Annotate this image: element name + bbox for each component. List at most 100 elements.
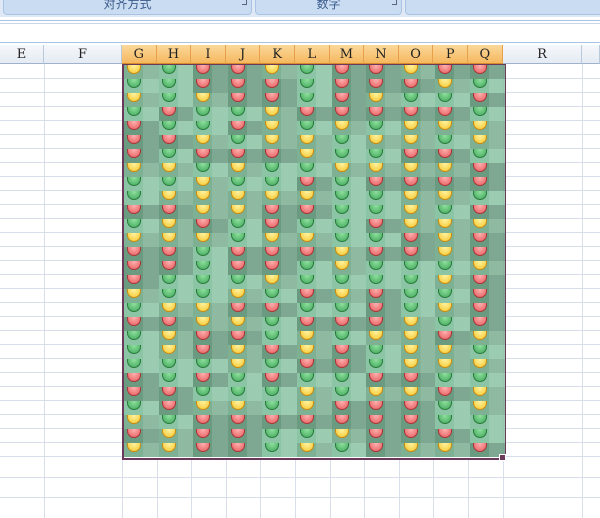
cell-q-1[interactable]: [470, 65, 506, 79]
cell-p-20[interactable]: [435, 331, 471, 345]
cell-i-16[interactable]: [193, 275, 229, 289]
cell-j-3[interactable]: [227, 93, 263, 107]
cell-h-12[interactable]: [158, 219, 194, 233]
cell-o-9[interactable]: [400, 177, 436, 191]
cell-l-15[interactable]: [297, 261, 333, 275]
cell-m-5[interactable]: [331, 121, 367, 135]
cell-l-24[interactable]: [297, 387, 333, 401]
cell-h-22[interactable]: [158, 359, 194, 373]
cell-l-23[interactable]: [297, 373, 333, 387]
cell-g-26[interactable]: [124, 415, 160, 429]
cell-j-18[interactable]: [227, 303, 263, 317]
cell-n-14[interactable]: [366, 247, 402, 261]
cell-m-12[interactable]: [331, 219, 367, 233]
cell-q-20[interactable]: [470, 331, 506, 345]
cell-l-13[interactable]: [297, 233, 333, 247]
cell-j-9[interactable]: [227, 177, 263, 191]
cell-j-11[interactable]: [227, 205, 263, 219]
cell-p-22[interactable]: [435, 359, 471, 373]
cell-n-13[interactable]: [366, 233, 402, 247]
cell-k-26[interactable]: [262, 415, 298, 429]
cell-m-22[interactable]: [331, 359, 367, 373]
cell-m-4[interactable]: [331, 107, 367, 121]
cell-l-7[interactable]: [297, 149, 333, 163]
cell-p-3[interactable]: [435, 93, 471, 107]
cell-j-24[interactable]: [227, 387, 263, 401]
cell-i-26[interactable]: [193, 415, 229, 429]
cell-l-4[interactable]: [297, 107, 333, 121]
cell-p-8[interactable]: [435, 163, 471, 177]
cell-i-4[interactable]: [193, 107, 229, 121]
cell-l-5[interactable]: [297, 121, 333, 135]
column-header[interactable]: [582, 45, 600, 64]
cell-m-24[interactable]: [331, 387, 367, 401]
cell-q-19[interactable]: [470, 317, 506, 331]
cell-n-7[interactable]: [366, 149, 402, 163]
cell-k-6[interactable]: [262, 135, 298, 149]
cell-j-2[interactable]: [227, 79, 263, 93]
cell-p-4[interactable]: [435, 107, 471, 121]
cell-l-3[interactable]: [297, 93, 333, 107]
cell-h-28[interactable]: [158, 443, 194, 457]
cell-o-20[interactable]: [400, 331, 436, 345]
cell-p-27[interactable]: [435, 429, 471, 443]
cell-i-22[interactable]: [193, 359, 229, 373]
cell-h-2[interactable]: [158, 79, 194, 93]
cell-l-18[interactable]: [297, 303, 333, 317]
cell-o-16[interactable]: [400, 275, 436, 289]
cell-g-6[interactable]: [124, 135, 160, 149]
cell-g-23[interactable]: [124, 373, 160, 387]
cell-p-6[interactable]: [435, 135, 471, 149]
cell-g-4[interactable]: [124, 107, 160, 121]
cell-n-4[interactable]: [366, 107, 402, 121]
cell-p-24[interactable]: [435, 387, 471, 401]
cell-n-9[interactable]: [366, 177, 402, 191]
cell-h-19[interactable]: [158, 317, 194, 331]
cell-q-6[interactable]: [470, 135, 506, 149]
cell-m-2[interactable]: [331, 79, 367, 93]
cell-g-14[interactable]: [124, 247, 160, 261]
cell-q-2[interactable]: [470, 79, 506, 93]
cell-g-10[interactable]: [124, 191, 160, 205]
cell-i-2[interactable]: [193, 79, 229, 93]
cell-p-13[interactable]: [435, 233, 471, 247]
cell-m-9[interactable]: [331, 177, 367, 191]
cell-j-4[interactable]: [227, 107, 263, 121]
cell-j-20[interactable]: [227, 331, 263, 345]
cell-n-19[interactable]: [366, 317, 402, 331]
cell-l-19[interactable]: [297, 317, 333, 331]
cell-i-21[interactable]: [193, 345, 229, 359]
cell-h-15[interactable]: [158, 261, 194, 275]
cell-o-6[interactable]: [400, 135, 436, 149]
cell-m-20[interactable]: [331, 331, 367, 345]
cell-n-24[interactable]: [366, 387, 402, 401]
column-header-m[interactable]: M: [329, 45, 365, 64]
fill-handle[interactable]: [499, 454, 506, 461]
cell-k-17[interactable]: [262, 289, 298, 303]
cell-n-11[interactable]: [366, 205, 402, 219]
cell-i-13[interactable]: [193, 233, 229, 247]
cell-j-17[interactable]: [227, 289, 263, 303]
cell-o-1[interactable]: [400, 65, 436, 79]
cell-n-15[interactable]: [366, 261, 402, 275]
cell-m-11[interactable]: [331, 205, 367, 219]
cell-p-25[interactable]: [435, 401, 471, 415]
cell-n-27[interactable]: [366, 429, 402, 443]
cell-j-26[interactable]: [227, 415, 263, 429]
cell-q-10[interactable]: [470, 191, 506, 205]
cell-o-7[interactable]: [400, 149, 436, 163]
cell-g-18[interactable]: [124, 303, 160, 317]
cell-i-6[interactable]: [193, 135, 229, 149]
cell-k-18[interactable]: [262, 303, 298, 317]
cell-h-18[interactable]: [158, 303, 194, 317]
cell-i-3[interactable]: [193, 93, 229, 107]
cell-m-21[interactable]: [331, 345, 367, 359]
cell-p-12[interactable]: [435, 219, 471, 233]
cell-h-16[interactable]: [158, 275, 194, 289]
cell-j-21[interactable]: [227, 345, 263, 359]
cell-h-1[interactable]: [158, 65, 194, 79]
cell-q-16[interactable]: [470, 275, 506, 289]
cell-n-23[interactable]: [366, 373, 402, 387]
column-header-j[interactable]: J: [225, 45, 261, 64]
cell-j-16[interactable]: [227, 275, 263, 289]
